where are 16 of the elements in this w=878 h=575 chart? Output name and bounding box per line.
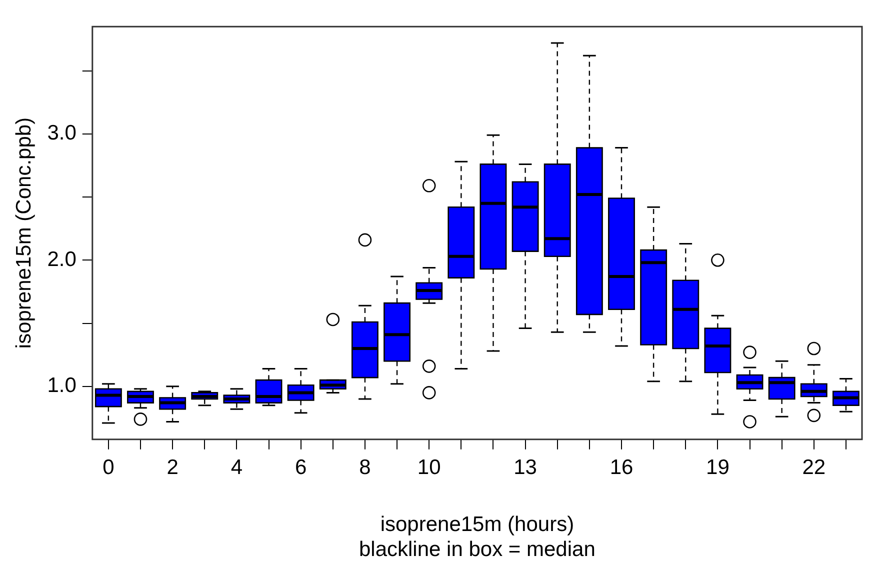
y-tick-label: 1.0 — [47, 374, 76, 398]
x-tick-label: 22 — [802, 456, 826, 479]
y-axis-title: isoprene15m (Conc.ppb) — [12, 117, 36, 349]
y-tick-label: 2.0 — [47, 248, 76, 271]
x-tick-label: 6 — [294, 456, 307, 479]
x-tick-label: 19 — [706, 456, 730, 479]
x-tick-label: 13 — [514, 456, 537, 479]
text: blackline in box = median — [358, 538, 596, 562]
x-tick-label: 2 — [166, 456, 178, 479]
x-tick-label: 16 — [610, 456, 634, 479]
x-tick-label: 8 — [359, 456, 371, 479]
x-axis-title: isoprene15m (hours) — [380, 512, 574, 536]
x-tick-label: 0 — [102, 456, 114, 479]
x-tick-label: 10 — [417, 456, 441, 479]
y-tick-label: 3.0 — [47, 122, 76, 145]
x-tick-label: 4 — [230, 456, 243, 479]
